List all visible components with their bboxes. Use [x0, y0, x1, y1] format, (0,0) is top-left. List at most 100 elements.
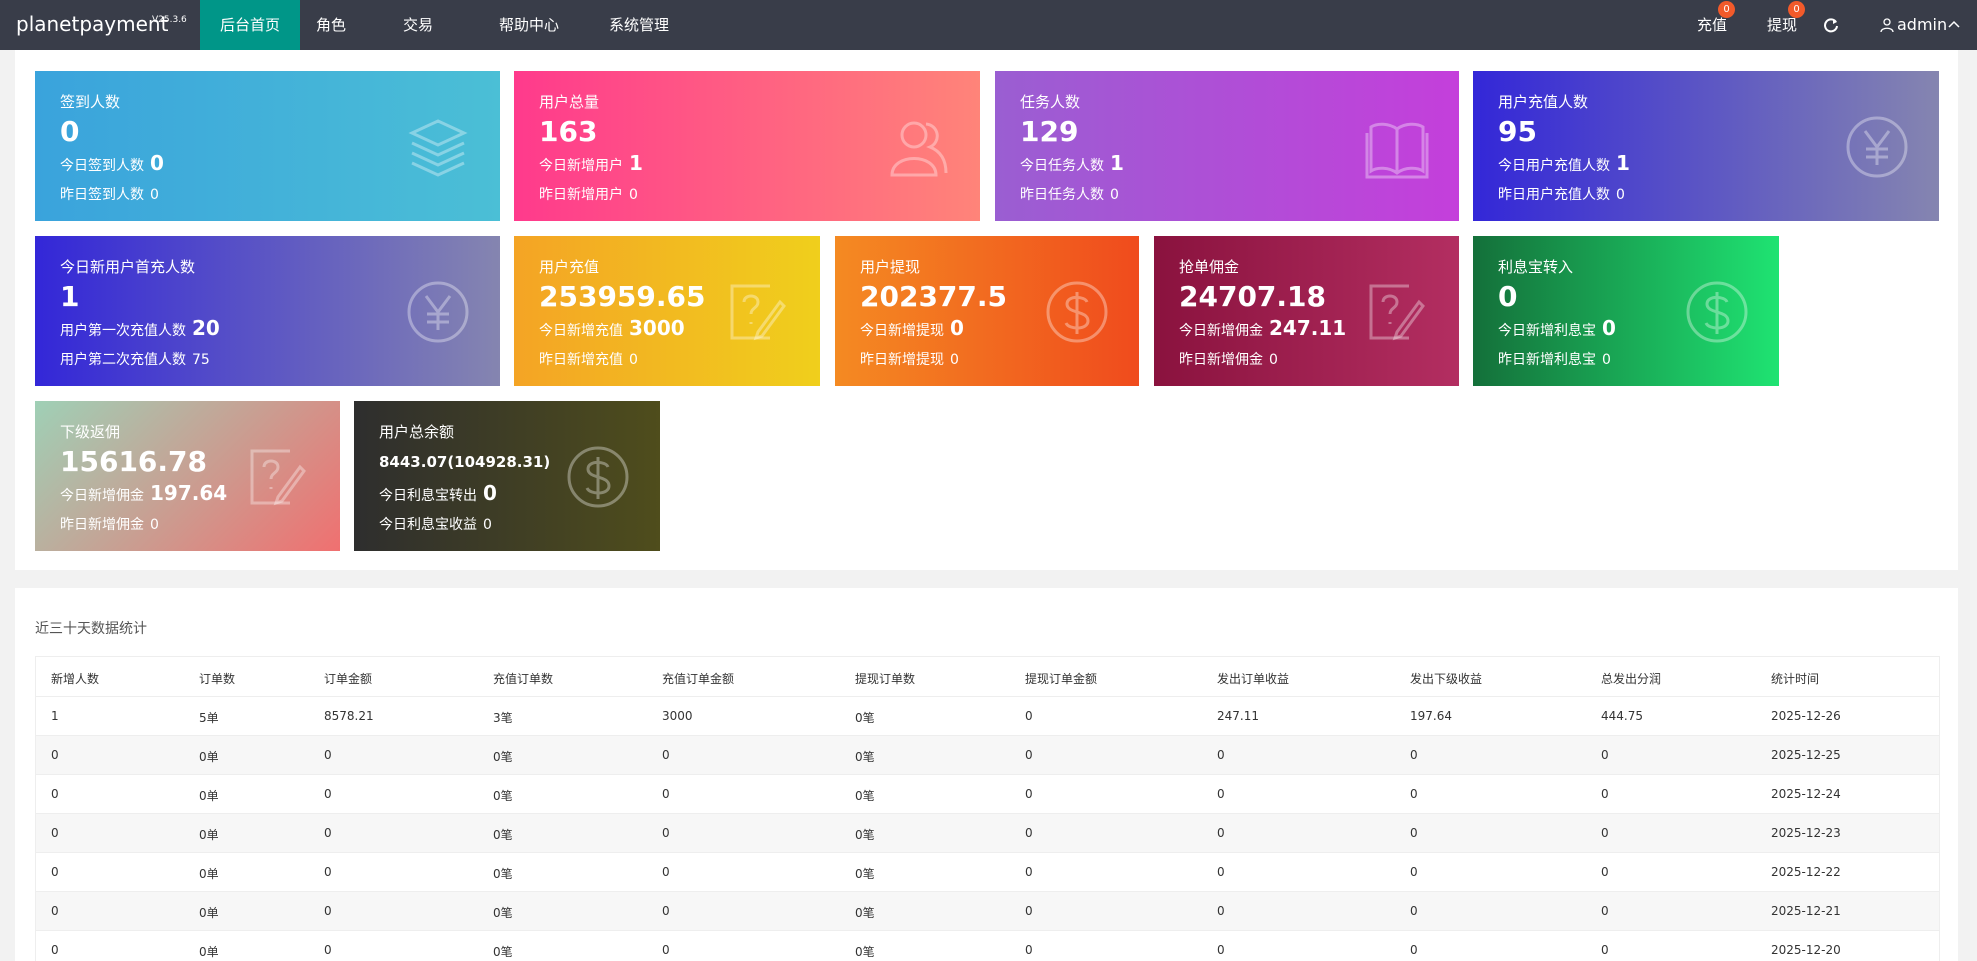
- column-header: 充值订单数: [493, 672, 554, 686]
- card-line: 昨日新增用户 0: [539, 184, 638, 204]
- table-cell: 197.64: [1410, 709, 1452, 723]
- withdraw-link[interactable]: 提现: [1767, 16, 1798, 34]
- card-line: 今日签到人数 0: [60, 151, 164, 175]
- menu-item[interactable]: 角色: [316, 16, 347, 34]
- line-label: 昨日新增用户: [539, 187, 623, 203]
- withdraw-badge: 0: [1788, 1, 1805, 18]
- line-value: 247.11: [1269, 316, 1347, 340]
- menu-item[interactable]: 系统管理: [609, 16, 670, 34]
- table-cell: 0: [324, 826, 332, 840]
- card-title: 任务人数: [1020, 93, 1081, 111]
- card-value: 8443.07(104928.31): [379, 453, 551, 471]
- table-cell: 0: [1217, 787, 1225, 801]
- card-line: 今日利息宝收益 0: [379, 514, 492, 534]
- table-cell: 0: [662, 865, 670, 879]
- card-title: 用户充值: [539, 258, 600, 276]
- menu-item[interactable]: 帮助中心: [499, 16, 560, 34]
- table-cell: 0: [1025, 826, 1033, 840]
- table-cell: 0: [662, 904, 670, 918]
- table-row: 0 0单 0 0笔 0 0笔 0 0 0 0 2025-12-22: [36, 853, 1939, 892]
- line-value: 0: [1602, 316, 1616, 340]
- table-cell: 0: [324, 748, 332, 762]
- card-title: 利息宝转入: [1498, 258, 1574, 276]
- column-header: 订单金额: [324, 672, 373, 686]
- table-cell: 0: [1601, 787, 1609, 801]
- line-value: 0: [1602, 352, 1611, 368]
- line-label: 今日利息宝转出: [379, 488, 477, 504]
- table-cell: 0笔: [855, 867, 875, 881]
- table-cell: 3000: [662, 709, 693, 723]
- table-cell: 0: [1025, 709, 1033, 723]
- card-line: 昨日用户充值人数 0: [1498, 184, 1625, 204]
- line-value: 0: [1616, 187, 1625, 203]
- line-label: 用户第二次充值人数: [60, 352, 186, 368]
- card-line: 昨日新增提现 0: [860, 349, 959, 369]
- card-icon: [1046, 281, 1108, 343]
- table-cell: 2025-12-22: [1771, 865, 1841, 879]
- card-title: 签到人数: [60, 93, 121, 111]
- menu-item[interactable]: 交易: [403, 16, 434, 34]
- line-value: 75: [192, 352, 210, 368]
- line-value: 20: [192, 316, 220, 340]
- line-value: 0: [629, 187, 638, 203]
- table-cell: 0: [1601, 904, 1609, 918]
- caret: [1948, 20, 1960, 28]
- logo[interactable]: planetpayment: [16, 12, 169, 36]
- table-cell: 0单: [199, 828, 219, 842]
- line-label: 今日新增利息宝: [1498, 323, 1596, 339]
- table-cell: 0: [662, 787, 670, 801]
- table-cell: 0: [1601, 826, 1609, 840]
- table-cell: 0: [1601, 748, 1609, 762]
- user-name[interactable]: admin: [1897, 15, 1948, 34]
- table-cell: 0: [1601, 865, 1609, 879]
- column-header: 提现订单数: [855, 672, 916, 686]
- menu-item[interactable]: 后台首页: [200, 0, 301, 50]
- table-cell: 0: [51, 787, 59, 801]
- stats-table: 新增人数 订单数 订单金额 充值订单数 充值订单金额 提现订单数 提现订单金额 发出订单收益 发…: [35, 656, 1940, 961]
- table-cell: 0笔: [855, 750, 875, 764]
- table-cell: 0: [1025, 943, 1033, 957]
- card-line: 今日新增佣金 247.11: [1179, 316, 1346, 340]
- line-label: 昨日新增提现: [860, 352, 944, 368]
- table-header: 新增人数 订单数 订单金额 充值订单数 充值订单金额 提现订单数 提现订单金额 发出订单收益 发…: [36, 657, 1939, 697]
- recharge-link[interactable]: 充值: [1697, 16, 1728, 34]
- stat-card: 今日新用户首充人数 1 用户第一次充值人数 20 用户第二次充值人数 75: [35, 236, 500, 386]
- table-cell: 0笔: [493, 828, 513, 842]
- card-value: 253959.65: [539, 280, 706, 313]
- refresh-icon[interactable]: [1823, 17, 1839, 33]
- line-value: 3000: [629, 316, 685, 340]
- line-label: 昨日任务人数: [1020, 187, 1104, 203]
- table-cell: 0: [1410, 826, 1418, 840]
- table-cell: 0笔: [493, 867, 513, 881]
- table-cell: 0: [1217, 748, 1225, 762]
- table-cell: 0: [324, 943, 332, 957]
- card-line: 用户第一次充值人数 20: [60, 316, 220, 340]
- line-value: 0: [629, 352, 638, 368]
- table-cell: 0笔: [855, 789, 875, 803]
- card-line: 今日新增利息宝 0: [1498, 316, 1616, 340]
- stats-title: 近三十天数据统计: [35, 621, 147, 637]
- table-cell: 0: [1025, 787, 1033, 801]
- card-title: 今日新用户首充人数: [60, 258, 196, 276]
- table-cell: 0: [1410, 943, 1418, 957]
- table-cell: 0: [1410, 865, 1418, 879]
- card-line: 昨日新增佣金 0: [1179, 349, 1278, 369]
- table-cell: 0: [662, 748, 670, 762]
- line-label: 昨日签到人数: [60, 187, 144, 203]
- line-label: 昨日新增佣金: [60, 517, 144, 533]
- line-label: 今日新增佣金: [60, 488, 144, 504]
- table-cell: 0: [1025, 865, 1033, 879]
- table-cell: 0单: [199, 750, 219, 764]
- card-icon: [1369, 284, 1425, 341]
- card-line: 今日新增充值 3000: [539, 316, 685, 340]
- table-row: 0 0单 0 0笔 0 0笔 0 0 0 0 2025-12-23: [36, 814, 1939, 853]
- table-cell: 0笔: [493, 906, 513, 920]
- table-cell: 2025-12-20: [1771, 943, 1841, 957]
- table-row: 0 0单 0 0笔 0 0笔 0 0 0 0 2025-12-20: [36, 931, 1939, 961]
- table-cell: 2025-12-24: [1771, 787, 1841, 801]
- user-icon: [1880, 18, 1894, 32]
- table-cell: 0: [324, 904, 332, 918]
- stat-card: 用户总量 163 今日新增用户 1 昨日新增用户 0: [514, 71, 980, 221]
- column-header: 提现订单金额: [1025, 672, 1098, 686]
